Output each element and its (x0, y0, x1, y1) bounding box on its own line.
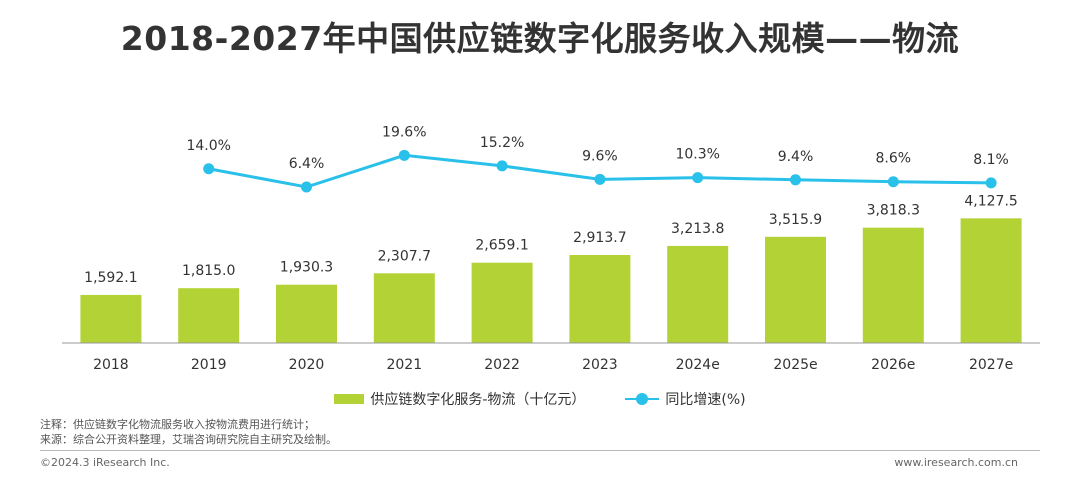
bar-2020 (276, 284, 337, 343)
growth-label-2020: 6.4% (289, 156, 325, 172)
bar-2027e (960, 218, 1022, 343)
growth-point-2022 (496, 160, 508, 172)
x-tick-2026e: 2026e (871, 357, 915, 373)
bar-2024e (667, 245, 729, 343)
bar-label-2020: 1,930.3 (280, 260, 333, 276)
growth-label-2021: 19.6% (382, 124, 426, 140)
bar-2023 (569, 255, 631, 343)
x-tick-2018: 2018 (93, 357, 129, 373)
growth-label-2019: 14.0% (186, 138, 230, 154)
x-tick-2027e: 2027e (969, 357, 1013, 373)
growth-label-2025e: 9.4% (778, 149, 814, 165)
x-tick-2019: 2019 (191, 357, 227, 373)
bar-2019 (178, 288, 240, 343)
bar-label-2021: 2,307.7 (378, 248, 431, 264)
growth-label-2022: 15.2% (480, 135, 524, 151)
source-text: 来源：综合公开资料整理，艾瑞咨询研究院自主研究及绘制。 (40, 433, 337, 446)
growth-point-2025e (790, 174, 801, 186)
growth-point-2019 (203, 163, 215, 175)
x-tick-2024e: 2024e (676, 357, 720, 373)
copyright-text: ©2024.3 iResearch Inc. (40, 456, 170, 469)
website-link[interactable]: www.iresearch.com.cn (894, 456, 1018, 469)
bar-label-2019: 1,815.0 (182, 263, 235, 279)
x-tick-2022: 2022 (484, 357, 520, 373)
growth-point-2023 (594, 173, 606, 185)
growth-point-2024e (692, 172, 704, 184)
bar-2022 (471, 262, 533, 343)
chart-title: 2018-2027年中国供应链数字化服务收入规模——物流 (120, 19, 960, 58)
bar-2018 (80, 294, 142, 343)
notes: 注释：供应链数字化物流服务收入按物流费用进行统计； 来源：综合公开资料整理，艾瑞… (40, 417, 337, 447)
legend-label-bar: 供应链数字化服务-物流（十亿元） (370, 392, 586, 408)
growth-point-2027e (985, 177, 997, 189)
legend-item-line: 同比增速(%) (625, 389, 746, 409)
legend: 供应链数字化服务-物流（十亿元） 同比增速(%) (0, 389, 1080, 409)
growth-point-2026e (887, 176, 899, 188)
growth-label-2026e: 8.6% (876, 151, 912, 167)
legend-item-bar: 供应链数字化服务-物流（十亿元） (334, 389, 585, 409)
bar-label-2023: 2,913.7 (573, 230, 626, 246)
growth-line-series (203, 149, 997, 193)
footer-divider (40, 450, 1040, 451)
x-axis-tick-labels: 2018 2019 2020 2021 2022 2023 2024e 2025e 2026e 2… (93, 357, 1013, 373)
bar-label-2025e: 3,515.9 (769, 212, 822, 228)
growth-point-2021 (398, 149, 410, 161)
x-tick-2020: 2020 (289, 357, 325, 373)
x-tick-2025e: 2025e (773, 357, 817, 373)
bar-label-2027e: 4,127.5 (964, 193, 1017, 209)
bar-value-labels: 1,592.1 1,815.0 1,930.3 2,307.7 2,659.1 2,913… (84, 193, 1018, 286)
bar-2025e (765, 236, 826, 343)
bar-2026e (862, 227, 924, 343)
growth-label-2027e: 8.1% (973, 152, 1009, 168)
bar-series (80, 218, 1022, 343)
x-tick-2023: 2023 (582, 357, 618, 373)
bar-2021 (373, 273, 435, 343)
legend-label-line: 同比增速(%) (665, 392, 746, 408)
x-tick-2021: 2021 (386, 357, 422, 373)
bar-label-2024e: 3,213.8 (671, 221, 724, 237)
legend-swatch-line (625, 393, 660, 405)
legend-swatch-bar (334, 394, 365, 404)
growth-value-labels: 14.0% 6.4% 19.6% 15.2% 9.6% 10.3% 9.4% 8.6% 8.1% (186, 124, 1008, 172)
note-text: 注释：供应链数字化物流服务收入按物流费用进行统计； (40, 418, 315, 431)
growth-label-2023: 9.6% (582, 148, 618, 164)
bar-label-2018: 1,592.1 (84, 270, 137, 286)
bar-label-2026e: 3,818.3 (867, 203, 920, 219)
bar-label-2022: 2,659.1 (475, 238, 528, 254)
chart: 1,592.1 1,815.0 1,930.3 2,307.7 2,659.1 2,913… (62, 124, 1040, 373)
growth-label-2024e: 10.3% (675, 147, 719, 163)
growth-point-2020 (301, 181, 312, 193)
